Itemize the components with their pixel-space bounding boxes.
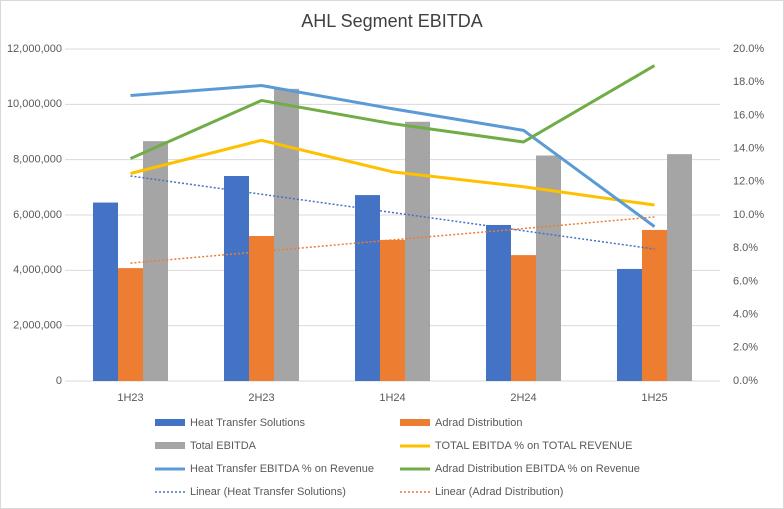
legend-label: Heat Transfer Solutions: [190, 417, 305, 429]
bar: [93, 202, 118, 381]
bar: [642, 229, 667, 381]
legend-swatch: [155, 419, 185, 426]
y-tick-label: 2,000,000: [13, 320, 62, 332]
y2-tick-label: 8.0%: [733, 242, 758, 254]
y-tick-label: 12,000,000: [7, 43, 62, 55]
legend-label: Adrad Distribution EBITDA % on Revenue: [435, 463, 640, 475]
bar: [536, 155, 561, 381]
legend-label: Adrad Distribution: [435, 417, 522, 429]
y-tick-label: 10,000,000: [7, 98, 62, 110]
legend-swatch: [155, 442, 185, 449]
legend-label: Heat Transfer EBITDA % on Revenue: [190, 463, 374, 475]
bar: [667, 154, 692, 381]
line: [130, 84, 656, 228]
bar: [355, 195, 380, 381]
x-tick-label: 2H23: [248, 392, 274, 404]
line: [130, 138, 655, 207]
y-tick-label: 8,000,000: [13, 154, 62, 166]
y2-tick-label: 10.0%: [733, 209, 764, 221]
x-tick-label: 2H24: [510, 392, 536, 404]
legend-label: Total EBITDA: [190, 440, 257, 452]
y2-tick-label: 0.0%: [733, 375, 758, 387]
y-tick-label: 6,000,000: [13, 209, 62, 221]
legend-label: Linear (Heat Transfer Solutions): [190, 486, 346, 498]
y-tick-label: 4,000,000: [13, 264, 62, 276]
bar: [118, 268, 143, 381]
x-tick-label: 1H24: [379, 392, 405, 404]
y2-tick-label: 16.0%: [733, 109, 764, 121]
bar: [617, 268, 642, 381]
bar: [249, 236, 274, 381]
chart-title: AHL Segment EBITDA: [301, 11, 482, 31]
legend-label: TOTAL EBITDA % on TOTAL REVENUE: [435, 440, 632, 452]
bar: [224, 175, 249, 381]
y2-tick-label: 6.0%: [733, 275, 758, 287]
y2-tick-label: 4.0%: [733, 309, 758, 321]
line: [129, 64, 656, 160]
bar: [511, 255, 536, 381]
bar: [486, 224, 511, 381]
y2-tick-label: 12.0%: [733, 176, 764, 188]
y-tick-label: 0: [56, 375, 62, 387]
legend-swatch: [400, 419, 430, 426]
legend-label: Linear (Adrad Distribution): [435, 486, 563, 498]
y2-tick-label: 2.0%: [733, 342, 758, 354]
bar: [274, 88, 299, 381]
x-tick-label: 1H25: [641, 392, 667, 404]
y2-tick-label: 18.0%: [733, 76, 764, 88]
bar: [405, 121, 430, 381]
bar: [380, 239, 405, 381]
trend-line: [130, 175, 655, 250]
y2-tick-label: 14.0%: [733, 143, 764, 155]
y2-tick-label: 20.0%: [733, 43, 764, 55]
x-tick-label: 1H23: [117, 392, 143, 404]
